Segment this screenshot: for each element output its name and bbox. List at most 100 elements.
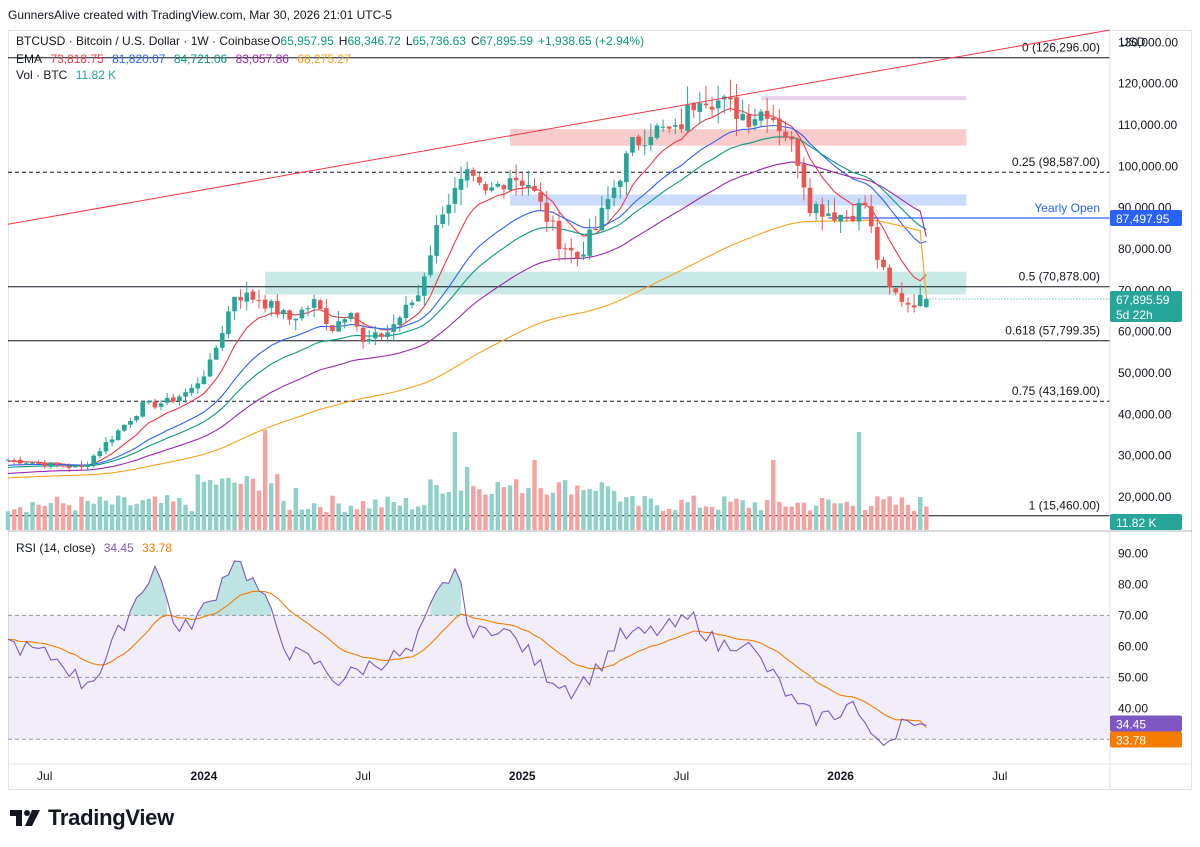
candle-body xyxy=(599,207,605,231)
volume-bar xyxy=(489,493,494,530)
candle-body xyxy=(256,299,262,301)
volume-bar xyxy=(415,506,421,530)
open-label: O xyxy=(271,34,281,48)
candle-body xyxy=(587,229,592,256)
candle-body xyxy=(850,215,856,221)
candle-body xyxy=(30,462,35,464)
volume-bar xyxy=(581,490,586,530)
candle-body xyxy=(642,145,648,147)
candle-body xyxy=(11,459,17,461)
volume-bar xyxy=(869,505,874,530)
yearly-open-tag-box xyxy=(1110,210,1182,227)
volume-bar xyxy=(109,504,115,530)
candle-body xyxy=(226,311,231,335)
volume-bar xyxy=(91,503,96,530)
yearly-open-tag-text: 87,497.95 xyxy=(1116,212,1170,226)
volume-bar xyxy=(134,503,139,530)
volume-bar xyxy=(281,500,286,530)
volume-bar xyxy=(226,477,231,530)
volume-bar xyxy=(195,474,200,530)
tradingview-logo[interactable]: TradingView xyxy=(10,805,174,831)
volume-bar xyxy=(887,496,892,530)
price-tick-label: 80,000.00 xyxy=(1118,242,1172,256)
volume-bar xyxy=(550,492,556,530)
volume-legend[interactable]: Vol · BTC 11.82 K xyxy=(16,68,121,82)
ema-legend[interactable]: EMA 73,818.75 81,820.07 84,721.06 83,057… xyxy=(16,52,356,66)
candle-body xyxy=(97,451,103,457)
candle-body xyxy=(868,206,874,227)
yearly-open-tag: 87,497.95 xyxy=(1110,210,1182,227)
candle-body xyxy=(826,213,831,216)
volume-bar xyxy=(495,482,500,530)
candle-body xyxy=(5,459,11,461)
candle-body xyxy=(691,103,696,111)
volume-bar xyxy=(826,499,831,530)
candle-body xyxy=(666,126,672,129)
volume-bar xyxy=(911,510,917,530)
candle-body xyxy=(709,106,715,110)
volume-tag-box xyxy=(1110,514,1182,530)
candle-body xyxy=(60,465,66,467)
volume-bar xyxy=(458,490,464,530)
volume-bar xyxy=(599,482,605,530)
rsi-tick-label: 60.00 xyxy=(1118,639,1148,653)
candle-body xyxy=(593,229,599,231)
candle-body xyxy=(54,462,60,465)
volume-bar xyxy=(391,502,396,530)
symbol-title: BTCUSD · Bitcoin / U.S. Dollar · 1W · Co… xyxy=(16,34,271,48)
currency-label: USD xyxy=(1120,35,1146,49)
zone-purple xyxy=(761,96,967,101)
candle-body xyxy=(66,466,72,468)
volume-bar xyxy=(446,492,451,530)
volume-bar xyxy=(501,487,507,530)
price-tick-label: 130,000.00 xyxy=(1118,35,1178,49)
price-tick-label: 120,000.00 xyxy=(1118,77,1178,91)
volume-bar xyxy=(734,498,739,530)
candle-body xyxy=(685,104,690,131)
open-value: 65,957.95 xyxy=(280,34,334,48)
rsi-tick-label: 80.00 xyxy=(1118,577,1148,591)
candle-body xyxy=(109,439,115,443)
fib-label-0.5: 0.5 (70,878.00) xyxy=(1019,270,1100,284)
volume-label: Vol · BTC xyxy=(16,68,68,82)
volume-bar xyxy=(685,502,690,530)
candle-body xyxy=(336,321,341,332)
volume-bar xyxy=(244,476,249,530)
candle-body xyxy=(446,204,452,214)
candle-body xyxy=(146,400,152,403)
volume-bar xyxy=(691,495,696,530)
candle-body xyxy=(605,199,611,210)
volume-bar xyxy=(183,504,188,530)
candle-body xyxy=(813,203,819,214)
candle-body xyxy=(195,383,201,389)
rsi-legend[interactable]: RSI (14, close) 34.45 33.78 xyxy=(16,541,177,555)
volume-bar xyxy=(220,478,225,530)
rsi-tick-label: 70.00 xyxy=(1118,608,1148,622)
time-axis: Jul 2024 Jul 2025 Jul 2026 Jul xyxy=(37,769,1007,783)
volume-bar xyxy=(158,502,164,530)
candle-body xyxy=(275,300,280,315)
change-value: +1,938.65 (+2.94%) xyxy=(538,34,645,48)
candle-body xyxy=(489,187,494,191)
candle-body xyxy=(134,415,139,421)
high-label: H xyxy=(338,34,348,48)
volume-bar xyxy=(801,502,807,530)
candle-body xyxy=(48,462,54,467)
candle-body xyxy=(575,251,580,259)
low-label: L xyxy=(405,34,413,48)
price-axis: 130,000.00 120,000.00 110,000.00 100,000.00… xyxy=(8,30,1192,790)
candle-body xyxy=(856,202,862,222)
candle-body xyxy=(171,397,176,402)
candle-body xyxy=(538,192,543,202)
symbol-legend[interactable]: BTCUSD · Bitcoin / U.S. Dollar · 1W · Co… xyxy=(16,34,649,48)
last-price-tag-text: 5d 22h xyxy=(1116,308,1153,322)
volume-bar xyxy=(452,432,458,530)
rsi-tag-text: 34.45 xyxy=(1116,717,1146,731)
volume-bar xyxy=(354,509,360,530)
chart-frame xyxy=(8,30,1192,790)
candle-body xyxy=(703,103,709,106)
volume-tag: 11.82 K xyxy=(1110,514,1182,530)
candle-body xyxy=(660,126,666,128)
volume-bar xyxy=(471,486,476,530)
